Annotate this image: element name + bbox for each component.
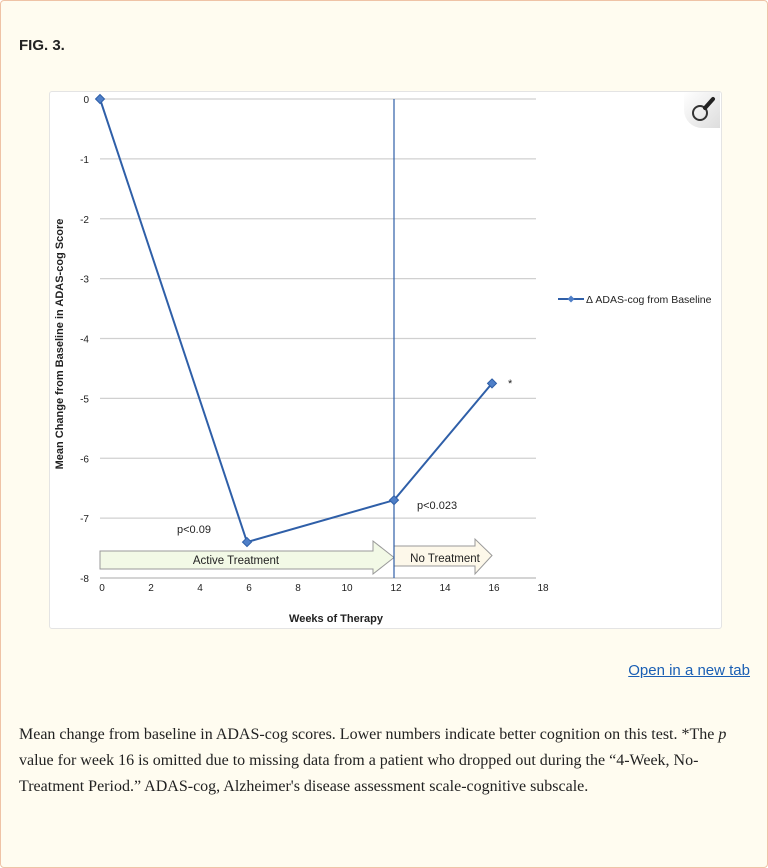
data-point [486,378,498,389]
x-tick-label: 10 [341,583,353,594]
x-tick-label: 12 [390,583,402,594]
y-tick-label: -2 [80,215,89,226]
p-value-week6: p<0.09 [177,524,211,536]
y-tick-label: -6 [80,454,89,465]
x-tick-label: 2 [148,583,154,594]
y-tick-label: -1 [80,155,89,166]
x-tick-label: 16 [488,583,500,594]
caption-p: p [718,726,727,743]
magnifier-icon [692,97,715,121]
x-tick-label: 6 [246,583,252,594]
y-tick-label: -3 [80,275,89,286]
p-value-week12: p<0.023 [417,500,457,512]
caption-text-2: value for week 16 is omitted due to miss… [19,752,699,795]
open-in-new-tab-link[interactable]: Open in a new tab [628,662,750,679]
legend-marker [567,295,575,303]
data-point [241,536,253,548]
x-tick-label: 14 [439,583,451,594]
legend-label: Δ ADAS-cog from Baseline [586,294,712,306]
figure-caption: Mean change from baseline in ADAS-cog sc… [19,722,754,800]
figure-label: FIG. 3. [19,37,65,54]
figure-image[interactable] [49,91,722,629]
x-tick-label: 0 [99,583,105,594]
x-axis-label: Weeks of Therapy [289,613,384,625]
zoom-magnifier-button[interactable] [684,92,720,128]
y-tick-label: -8 [80,574,89,585]
y-tick-label: -5 [80,394,89,405]
series-line [99,98,493,544]
caption-text-1: Mean change from baseline in ADAS-cog sc… [19,726,719,743]
y-axis-label: Mean Change from Baseline in ADAS-cog Sc… [54,219,66,470]
active-treatment-arrow [99,539,395,576]
data-point [94,93,106,105]
x-tick-label: 18 [537,583,549,594]
active-treatment-label: Active Treatment [193,555,280,567]
chart: 0 -1 -2 -3 -4 -5 -6 -7 -8 0 2 4 6 8 10 12 14 16 18 Weeks of… [54,93,712,625]
x-tick-label: 8 [295,583,301,594]
y-tick-label: 0 [83,95,89,106]
no-treatment-label: No Treatment [410,553,480,565]
x-tick-label: 4 [197,583,203,594]
data-point [388,494,400,506]
asterisk-week16: * [508,378,513,390]
y-tick-label: -4 [80,335,89,346]
y-tick-label: -7 [80,514,89,525]
no-treatment-arrow [393,537,493,576]
